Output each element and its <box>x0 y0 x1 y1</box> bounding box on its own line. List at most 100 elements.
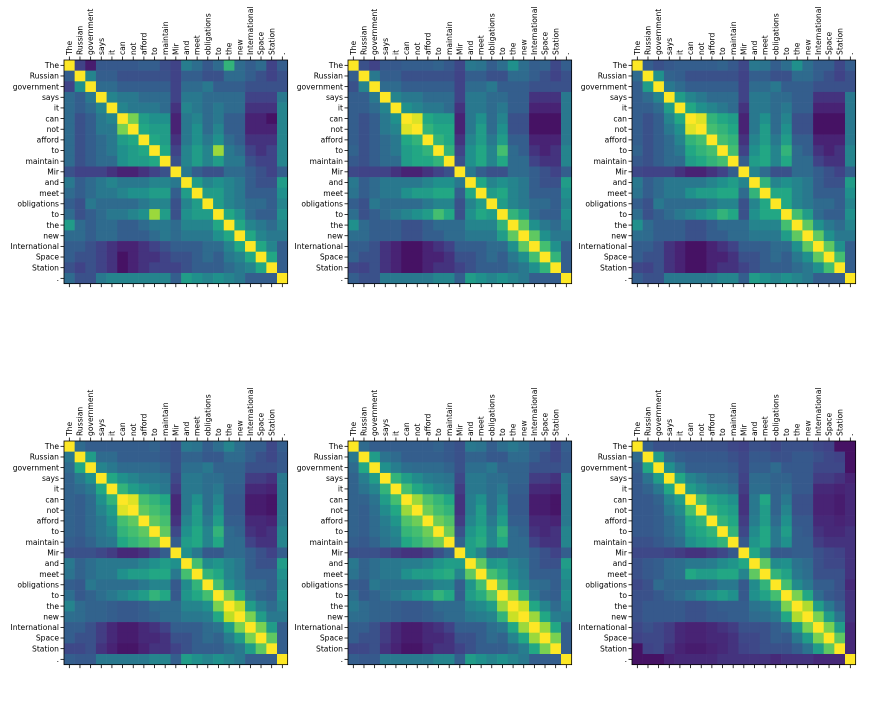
heatmap-cell <box>632 483 643 495</box>
heatmap-panel-5: TheTheRussianRussiangovernmentgovernment… <box>295 388 573 669</box>
heatmap-cell <box>85 102 97 114</box>
heatmap-cell <box>561 134 572 146</box>
heatmap-cell <box>149 273 161 284</box>
heatmap-cell <box>685 526 697 538</box>
heatmap-cell <box>529 134 540 146</box>
heatmap-cell <box>223 273 235 284</box>
heatmap-cell <box>127 230 139 242</box>
heatmap-cell <box>749 198 761 210</box>
x-tick-label: it <box>108 431 117 436</box>
x-tick-label: to <box>782 428 791 436</box>
heatmap-cell <box>64 483 75 495</box>
heatmap-cell <box>759 145 771 157</box>
heatmap-cell <box>369 632 381 644</box>
heatmap-cell <box>422 515 434 527</box>
heatmap-cell <box>717 451 729 463</box>
heatmap-cell <box>497 273 509 284</box>
heatmap-cell <box>277 654 288 665</box>
heatmap-cell <box>411 600 423 612</box>
heatmap-cell <box>369 643 381 655</box>
heatmap-cell <box>685 177 697 189</box>
heatmap-cell <box>181 145 193 157</box>
heatmap-cell <box>170 451 182 463</box>
heatmap-cell <box>74 536 86 548</box>
heatmap-cell <box>245 155 256 167</box>
heatmap-cell <box>727 462 739 474</box>
heatmap-cell <box>181 155 193 167</box>
heatmap-cell <box>632 441 643 452</box>
heatmap-cell <box>781 177 793 189</box>
heatmap-cell <box>823 60 835 71</box>
y-tick-label: the <box>331 221 344 230</box>
heatmap-cell <box>64 558 75 570</box>
heatmap-cell <box>234 60 246 71</box>
heatmap-cell <box>234 230 246 242</box>
heatmap-cell <box>834 526 846 538</box>
x-tick-label: Station <box>835 28 844 55</box>
heatmap-cell <box>845 155 856 167</box>
heatmap-cell <box>642 70 654 82</box>
heatmap-cell <box>181 60 193 71</box>
heatmap-cell <box>465 515 477 527</box>
heatmap-cell <box>255 494 267 506</box>
heatmap-cell <box>348 462 359 474</box>
heatmap-cell <box>454 209 466 221</box>
heatmap-cell <box>255 536 267 548</box>
heatmap-cell <box>706 113 718 125</box>
heatmap-cell <box>454 462 466 474</box>
heatmap-cell <box>401 611 413 623</box>
heatmap-cell <box>234 654 246 665</box>
heatmap-cell <box>255 198 267 210</box>
heatmap-cell <box>561 251 572 263</box>
heatmap-cell <box>791 441 803 452</box>
heatmap-cell <box>401 251 413 263</box>
heatmap-cell <box>802 166 814 178</box>
heatmap-cell <box>653 654 665 665</box>
heatmap-cell <box>749 441 761 452</box>
heatmap-cell <box>422 123 434 135</box>
heatmap-cell <box>266 187 278 199</box>
heatmap-cell <box>255 451 267 463</box>
heatmap-cell <box>379 113 391 125</box>
heatmap-cell <box>85 166 97 178</box>
heatmap-cell <box>465 579 477 591</box>
heatmap-cell <box>518 483 530 495</box>
heatmap-cell <box>454 494 466 506</box>
heatmap-cell <box>95 504 107 516</box>
heatmap-cell <box>138 219 150 231</box>
heatmap-cell <box>759 60 771 71</box>
heatmap-cell <box>845 579 856 591</box>
heatmap-cell <box>234 622 246 633</box>
x-tick-label: International <box>530 7 539 55</box>
x-tick-label: says <box>381 38 390 55</box>
heatmap-cell <box>770 81 782 93</box>
heatmap-cell <box>390 134 402 146</box>
heatmap-cell <box>642 187 654 199</box>
heatmap-cell <box>759 177 771 189</box>
heatmap-cell <box>561 198 572 210</box>
heatmap-cell <box>170 568 182 580</box>
heatmap-cell <box>738 198 750 210</box>
heatmap-cell <box>422 600 434 612</box>
heatmap-cell <box>379 568 391 580</box>
heatmap-cell <box>266 632 278 644</box>
heatmap-cell <box>117 145 129 157</box>
heatmap-cell <box>348 166 359 178</box>
heatmap-cell <box>486 81 498 93</box>
heatmap-cell <box>663 547 675 559</box>
x-tick-label: and <box>466 422 475 436</box>
heatmap-cell <box>433 187 445 199</box>
heatmap-cell <box>266 600 278 612</box>
heatmap-cell <box>379 241 391 252</box>
heatmap-cell <box>749 60 761 71</box>
heatmap-cell <box>507 483 519 495</box>
heatmap-cell <box>834 230 846 242</box>
heatmap-cell <box>632 113 643 125</box>
heatmap-cell <box>749 515 761 527</box>
heatmap-cell <box>181 198 193 210</box>
heatmap-cell <box>433 219 445 231</box>
heatmap-cell <box>106 241 118 252</box>
heatmap-cell <box>401 547 413 559</box>
heatmap-cell <box>507 81 519 93</box>
heatmap-cell <box>234 611 246 623</box>
